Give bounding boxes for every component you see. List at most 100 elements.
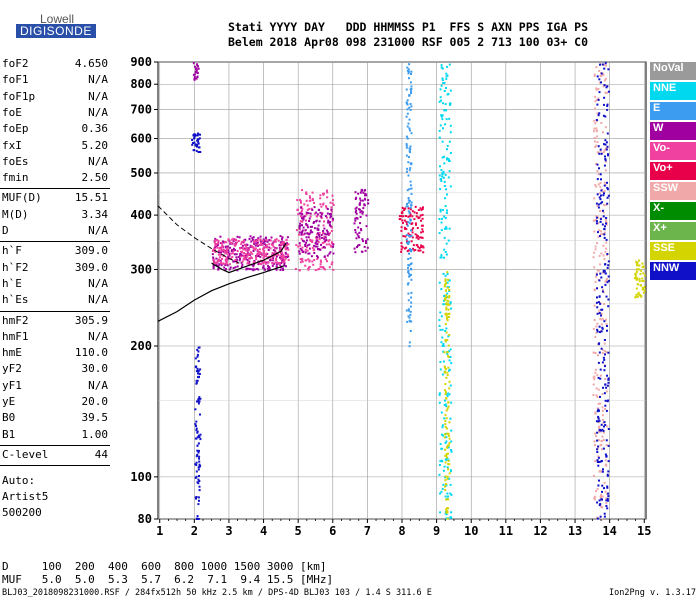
echo-point	[406, 320, 409, 323]
echo-point	[310, 255, 313, 258]
echo-point	[400, 250, 403, 253]
echo-point	[308, 220, 311, 222]
echo-point	[441, 328, 444, 331]
echo-point	[412, 227, 415, 230]
echo-point	[283, 264, 286, 266]
echo-point	[198, 485, 201, 488]
echo-point	[256, 238, 259, 241]
echo-point	[600, 312, 603, 315]
echo-point	[222, 255, 225, 258]
echo-point	[441, 67, 444, 70]
echo-point	[604, 263, 607, 266]
echo-point	[606, 329, 608, 332]
echo-point	[330, 241, 333, 244]
echo-point	[416, 244, 419, 247]
echo-point	[195, 437, 198, 440]
echo-point	[311, 239, 314, 242]
echo-point	[605, 439, 608, 442]
echo-point	[305, 213, 308, 216]
echo-point	[191, 143, 194, 146]
echo-point	[403, 219, 406, 222]
echo-point	[420, 219, 422, 222]
echo-point	[440, 433, 443, 436]
echo-point	[603, 63, 606, 66]
echo-point	[604, 158, 607, 160]
echo-point	[603, 79, 606, 82]
echo-point	[599, 331, 601, 334]
echo-point	[604, 126, 607, 129]
echo-point	[601, 419, 604, 421]
echo-point	[243, 240, 246, 243]
echo-point	[640, 295, 643, 298]
echo-point	[446, 432, 449, 435]
y-tick-label: 700	[130, 102, 152, 116]
echo-point	[594, 248, 597, 251]
echo-point	[598, 295, 601, 298]
echo-point	[600, 72, 603, 75]
echo-point	[361, 211, 364, 214]
echo-point	[196, 355, 199, 358]
echo-point	[605, 409, 608, 412]
echo-point	[275, 238, 278, 241]
param-name: h`F2	[2, 260, 29, 274]
echo-point	[448, 437, 451, 440]
echo-point	[228, 263, 231, 266]
echo-point	[361, 212, 364, 215]
echo-point	[593, 74, 596, 77]
echo-point	[254, 239, 257, 242]
echo-point	[594, 281, 597, 283]
echo-point	[447, 498, 450, 501]
echo-point	[359, 191, 362, 194]
echo-point	[196, 65, 199, 68]
param-value: N/A	[88, 224, 108, 237]
echo-point	[445, 308, 448, 311]
echo-point	[228, 268, 231, 271]
echo-point	[197, 478, 200, 481]
echo-point	[597, 445, 600, 448]
echo-point	[606, 196, 609, 199]
echo-point	[326, 191, 329, 194]
echo-point	[198, 436, 201, 439]
echo-point	[243, 247, 246, 250]
echo-point	[305, 211, 308, 214]
echo-point	[219, 235, 222, 238]
echo-point	[268, 266, 270, 268]
echo-point	[196, 72, 199, 75]
echo-point	[443, 365, 446, 368]
echo-point	[604, 62, 607, 65]
echo-point	[449, 516, 452, 519]
echo-point	[602, 254, 605, 257]
echo-point	[447, 507, 450, 510]
echo-point	[604, 218, 607, 221]
echo-point	[600, 122, 603, 124]
echo-point	[330, 245, 333, 248]
echo-point	[441, 140, 444, 143]
echo-point	[301, 260, 304, 263]
echo-point	[323, 237, 326, 240]
echo-point	[284, 251, 287, 254]
echo-point	[316, 257, 319, 260]
echo-point	[257, 254, 260, 257]
echo-point	[278, 250, 281, 253]
echo-point	[329, 244, 332, 247]
echo-point	[287, 255, 290, 258]
echo-point	[635, 270, 638, 273]
x-tick-label: 1	[156, 524, 163, 538]
echo-point	[268, 239, 271, 241]
echo-point	[442, 176, 445, 179]
echo-point	[603, 258, 606, 261]
echo-point	[410, 234, 413, 237]
echo-point	[323, 246, 326, 249]
echo-point	[595, 119, 598, 121]
echo-point	[403, 209, 406, 211]
echo-point	[595, 275, 598, 278]
echo-point	[196, 75, 199, 78]
echo-point	[196, 379, 199, 382]
echo-point	[409, 206, 412, 209]
echo-point	[308, 247, 311, 250]
x-tick-label: 12	[533, 524, 547, 538]
echo-point	[599, 182, 602, 184]
echo-point	[421, 208, 424, 210]
echo-point	[407, 122, 410, 125]
echo-point	[442, 343, 445, 345]
